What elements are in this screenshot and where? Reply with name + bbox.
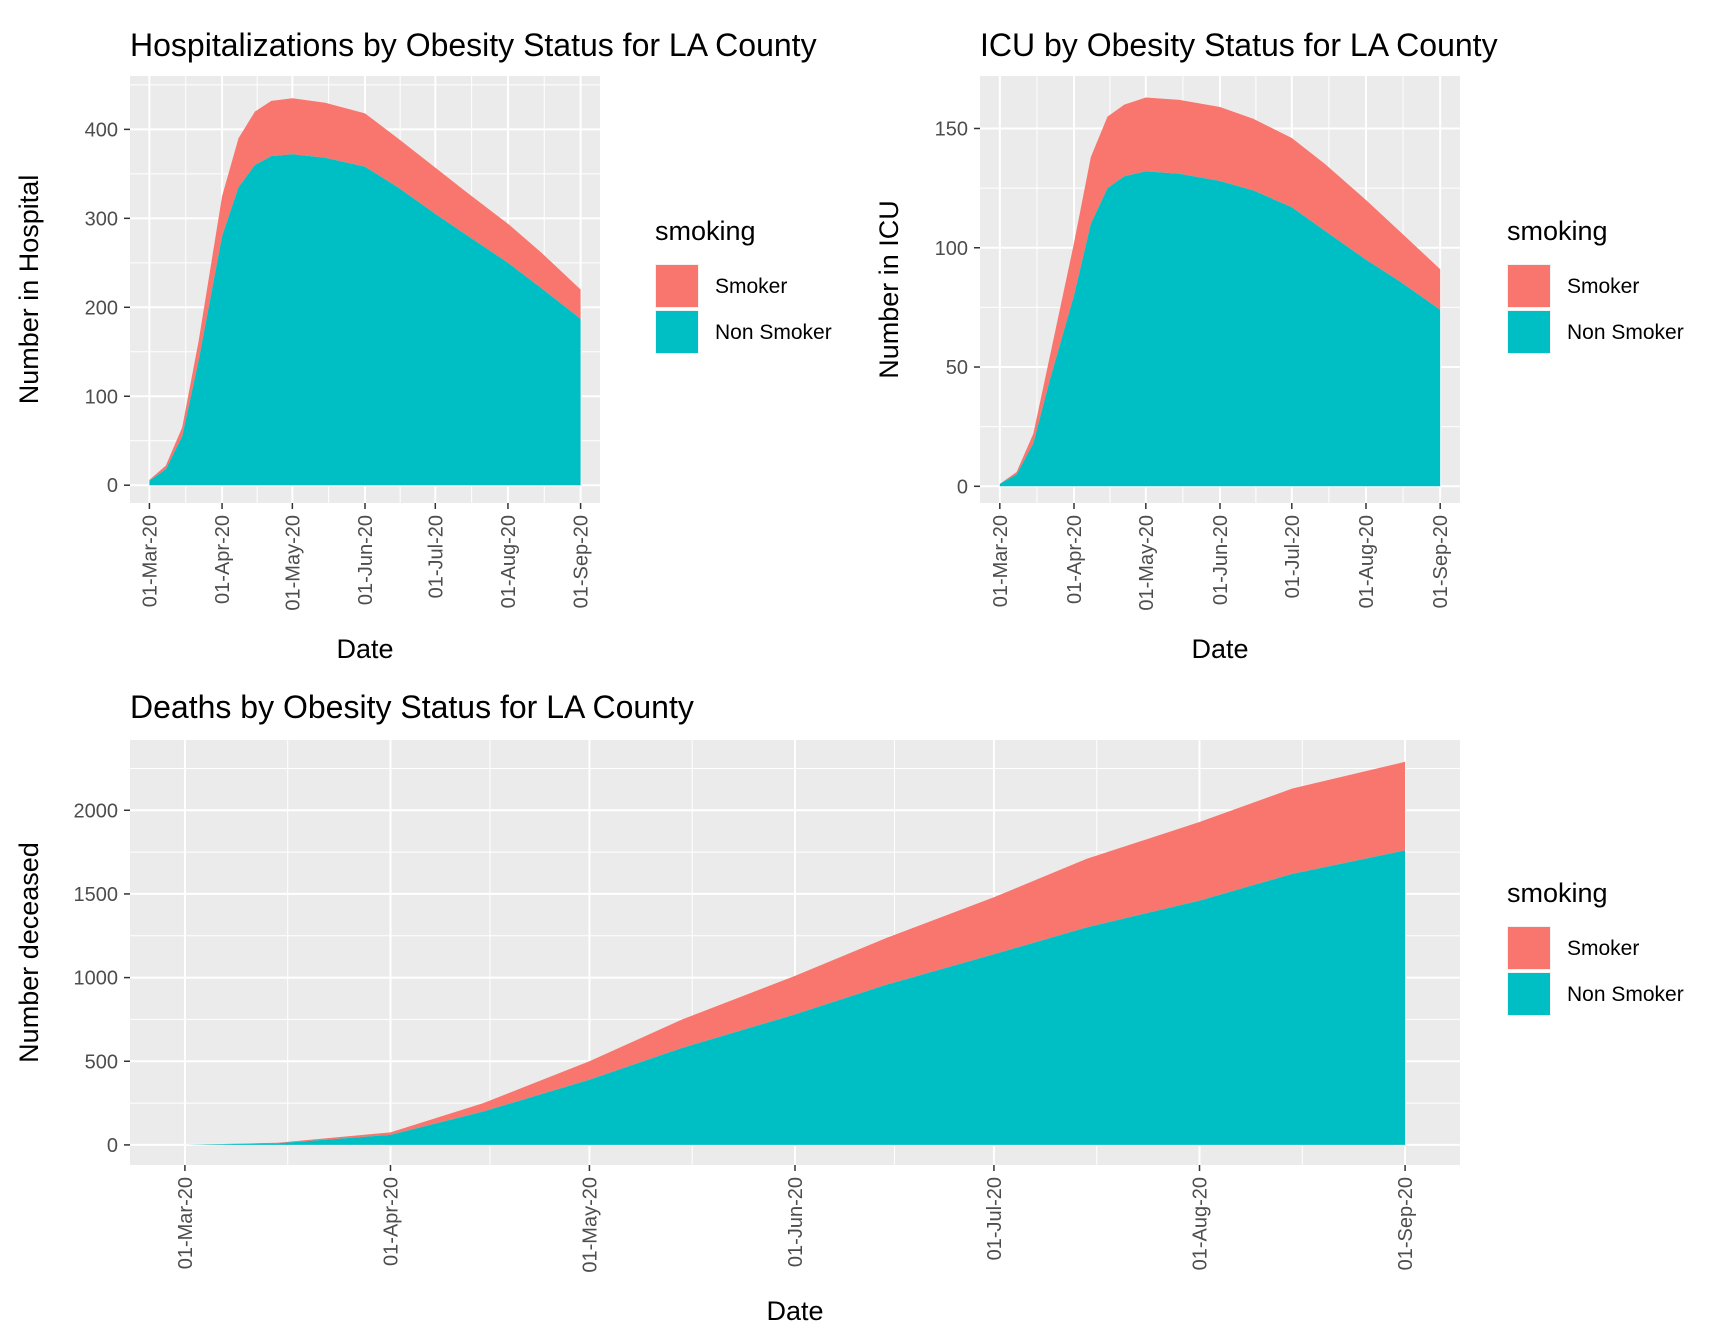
y-tick-label: 0	[107, 1135, 118, 1157]
x-tick-label: 01-May-20	[1136, 515, 1158, 611]
chart-title: Hospitalizations by Obesity Status for L…	[130, 27, 817, 63]
area-series-non-smoker	[149, 154, 581, 486]
y-tick-label: 2000	[74, 800, 119, 822]
y-tick-label: 1000	[74, 968, 119, 990]
legend-key-swatch	[656, 311, 698, 353]
legend-key-swatch	[1508, 927, 1550, 969]
y-tick-label: 0	[957, 476, 968, 498]
y-tick-label: 500	[85, 1051, 118, 1073]
x-tick-label: 01-Aug-20	[1190, 1177, 1212, 1270]
x-axis-label: Date	[336, 634, 393, 664]
x-tick-label: 01-Sep-20	[1395, 1177, 1417, 1270]
x-tick-label: 01-Apr-20	[212, 515, 234, 604]
y-tick-label: 100	[85, 386, 118, 408]
legend-label: Smoker	[1567, 937, 1639, 960]
legend-label: Smoker	[715, 275, 787, 298]
x-tick-label: 01-May-20	[579, 1177, 601, 1273]
x-tick-label: 01-Jun-20	[355, 515, 377, 605]
legend-title: smoking	[1507, 216, 1608, 246]
area-series-non-smoker	[999, 171, 1441, 487]
legend: smoking Smoker Non Smoker	[655, 216, 832, 354]
legend-key-swatch	[1508, 973, 1550, 1015]
legend: smoking Smoker Non Smoker	[1507, 878, 1684, 1016]
y-axis-label: Number deceased	[14, 842, 44, 1063]
x-tick-label: 01-Jul-20	[1282, 515, 1304, 598]
chart-panel-3: Deaths by Obesity Status for LA County 0 5…	[14, 689, 1684, 1326]
area-series-smoker	[184, 761, 1406, 1145]
legend: smoking Smoker Non Smoker	[1507, 216, 1684, 354]
x-tick-label: 01-Sep-20	[1430, 515, 1452, 608]
legend-title: smoking	[1507, 878, 1608, 908]
y-tick-label: 200	[85, 297, 118, 319]
x-tick-label: 01-Aug-20	[498, 515, 520, 608]
x-tick-label: 01-Sep-20	[571, 515, 593, 608]
area-series-smoker	[999, 97, 1441, 484]
legend-label: Non Smoker	[715, 321, 832, 344]
x-tick-label: 01-Aug-20	[1356, 515, 1378, 608]
y-tick-label: 1500	[74, 884, 119, 906]
y-tick-label: 150	[935, 118, 968, 140]
y-tick-label: 0	[107, 475, 118, 497]
x-tick-label: 01-Apr-20	[1064, 515, 1086, 604]
legend-key-swatch	[1508, 311, 1550, 353]
chart-panel-2: ICU by Obesity Status for LA County 0 50 10…	[874, 27, 1684, 664]
legend-title: smoking	[655, 216, 756, 246]
x-tick-label: 01-Jun-20	[785, 1177, 807, 1267]
x-tick-label: 01-Jul-20	[425, 515, 447, 598]
x-axis-label: Date	[766, 1296, 823, 1326]
legend-label: Smoker	[1567, 275, 1639, 298]
x-tick-label: 01-Apr-20	[380, 1177, 402, 1266]
legend-key-swatch	[656, 265, 698, 307]
y-tick-label: 100	[935, 238, 968, 260]
x-tick-label: 01-May-20	[282, 515, 304, 611]
x-tick-label: 01-Mar-20	[990, 515, 1012, 607]
x-axis-label: Date	[1191, 634, 1248, 664]
y-axis-label: Number in ICU	[874, 200, 904, 379]
legend-label: Non Smoker	[1567, 321, 1684, 344]
legend-label: Non Smoker	[1567, 983, 1684, 1006]
x-tick-label: 01-Jul-20	[984, 1177, 1006, 1260]
legend-key-swatch	[1508, 265, 1550, 307]
y-axis-label: Number in Hospital	[14, 175, 44, 405]
chart-title: Deaths by Obesity Status for LA County	[130, 689, 694, 725]
chart-title: ICU by Obesity Status for LA County	[980, 27, 1498, 63]
y-tick-label: 400	[85, 119, 118, 141]
x-tick-label: 01-Mar-20	[139, 515, 161, 607]
x-tick-label: 01-Mar-20	[175, 1177, 197, 1269]
y-tick-label: 300	[85, 208, 118, 230]
area-series-non-smoker	[184, 850, 1406, 1145]
y-tick-label: 50	[946, 357, 968, 379]
chart-panel-1: Hospitalizations by Obesity Status for L…	[14, 27, 832, 664]
x-tick-label: 01-Jun-20	[1210, 515, 1232, 605]
